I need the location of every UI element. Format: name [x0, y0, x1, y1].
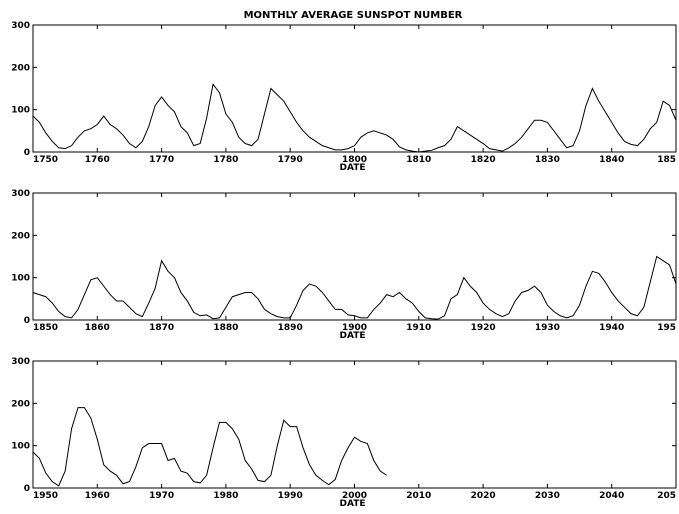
y-tick-label: 200 — [11, 63, 30, 73]
x-tick-label: 1910 — [406, 323, 431, 333]
x-tick-label: 2010 — [406, 491, 431, 501]
y-tick-label: 200 — [11, 231, 30, 241]
x-axis-label: DATE — [339, 163, 365, 173]
sunspot-series-line-1-1 — [32, 83, 677, 153]
x-axis-label: DATE — [339, 331, 365, 341]
x-tick-label: 1790 — [278, 155, 303, 165]
x-tick-label: 1890 — [278, 323, 303, 333]
x-tick-label: 1780 — [213, 155, 238, 165]
plot-frame — [32, 360, 677, 489]
x-tick-label: 1850 — [33, 323, 58, 333]
plot-frame — [32, 24, 677, 153]
x-tick-label: 195 — [657, 323, 676, 333]
x-tick-label: 2030 — [535, 491, 560, 501]
x-tick-label: 1760 — [85, 155, 110, 165]
x-tick-label: 1970 — [149, 491, 174, 501]
x-tick-label: 1820 — [471, 155, 496, 165]
chart-panel-2: 1850 1860 1870 1880 1890 1900 1910 1920 1930 1940… — [11, 189, 677, 341]
x-tick-label: 1800 — [342, 155, 367, 165]
y-tick-label: 0 — [24, 148, 30, 158]
chart-title: MONTHLY AVERAGE SUNSPOT NUMBER — [244, 10, 463, 21]
x-tick-label: 2000 — [342, 491, 367, 501]
y-tick-label: 200 — [11, 399, 30, 409]
x-tick-label: 1750 — [33, 155, 58, 165]
y-tick-label: 300 — [11, 21, 30, 31]
sunspot-series-line-2-1 — [32, 255, 677, 320]
x-tick-label: 1930 — [535, 323, 560, 333]
y-tick-label: 100 — [11, 442, 30, 452]
y-tick-label: 0 — [24, 484, 30, 494]
sunspot-series-line-3-1 — [32, 407, 387, 487]
x-tick-label: 1960 — [85, 491, 110, 501]
plot-frame — [32, 192, 677, 321]
chart-panel-1: 1750 1760 1770 1780 1790 1800 1810 1820 1830 1840… — [11, 21, 677, 173]
y-tick-label: 300 — [11, 189, 30, 199]
y-tick-label: 0 — [24, 316, 30, 326]
x-tick-label: 1770 — [149, 155, 174, 165]
x-tick-label: 1870 — [149, 323, 174, 333]
x-tick-label: 1980 — [213, 491, 238, 501]
x-axis-label: DATE — [339, 499, 365, 509]
x-tick-label: 2020 — [471, 491, 496, 501]
y-tick-label: 100 — [11, 274, 30, 284]
x-tick-label: 1860 — [85, 323, 110, 333]
x-tick-label: 2040 — [599, 491, 624, 501]
y-tick-label: 100 — [11, 106, 30, 116]
x-tick-label: 1830 — [535, 155, 560, 165]
x-tick-label: 1920 — [471, 323, 496, 333]
x-tick-label: 1840 — [599, 155, 624, 165]
x-tick-label: 1900 — [342, 323, 367, 333]
x-tick-label: 205 — [657, 491, 676, 501]
x-tick-label: 1990 — [278, 491, 303, 501]
x-tick-label: 1880 — [213, 323, 238, 333]
chart-panel-3: 1950 1960 1970 1980 1990 2000 2010 2020 2030 2040… — [11, 357, 677, 509]
x-tick-label: 1950 — [33, 491, 58, 501]
x-tick-label: 1940 — [599, 323, 624, 333]
y-tick-label: 300 — [11, 357, 30, 367]
x-tick-label: 1810 — [406, 155, 431, 165]
x-tick-label: 185 — [657, 155, 676, 165]
